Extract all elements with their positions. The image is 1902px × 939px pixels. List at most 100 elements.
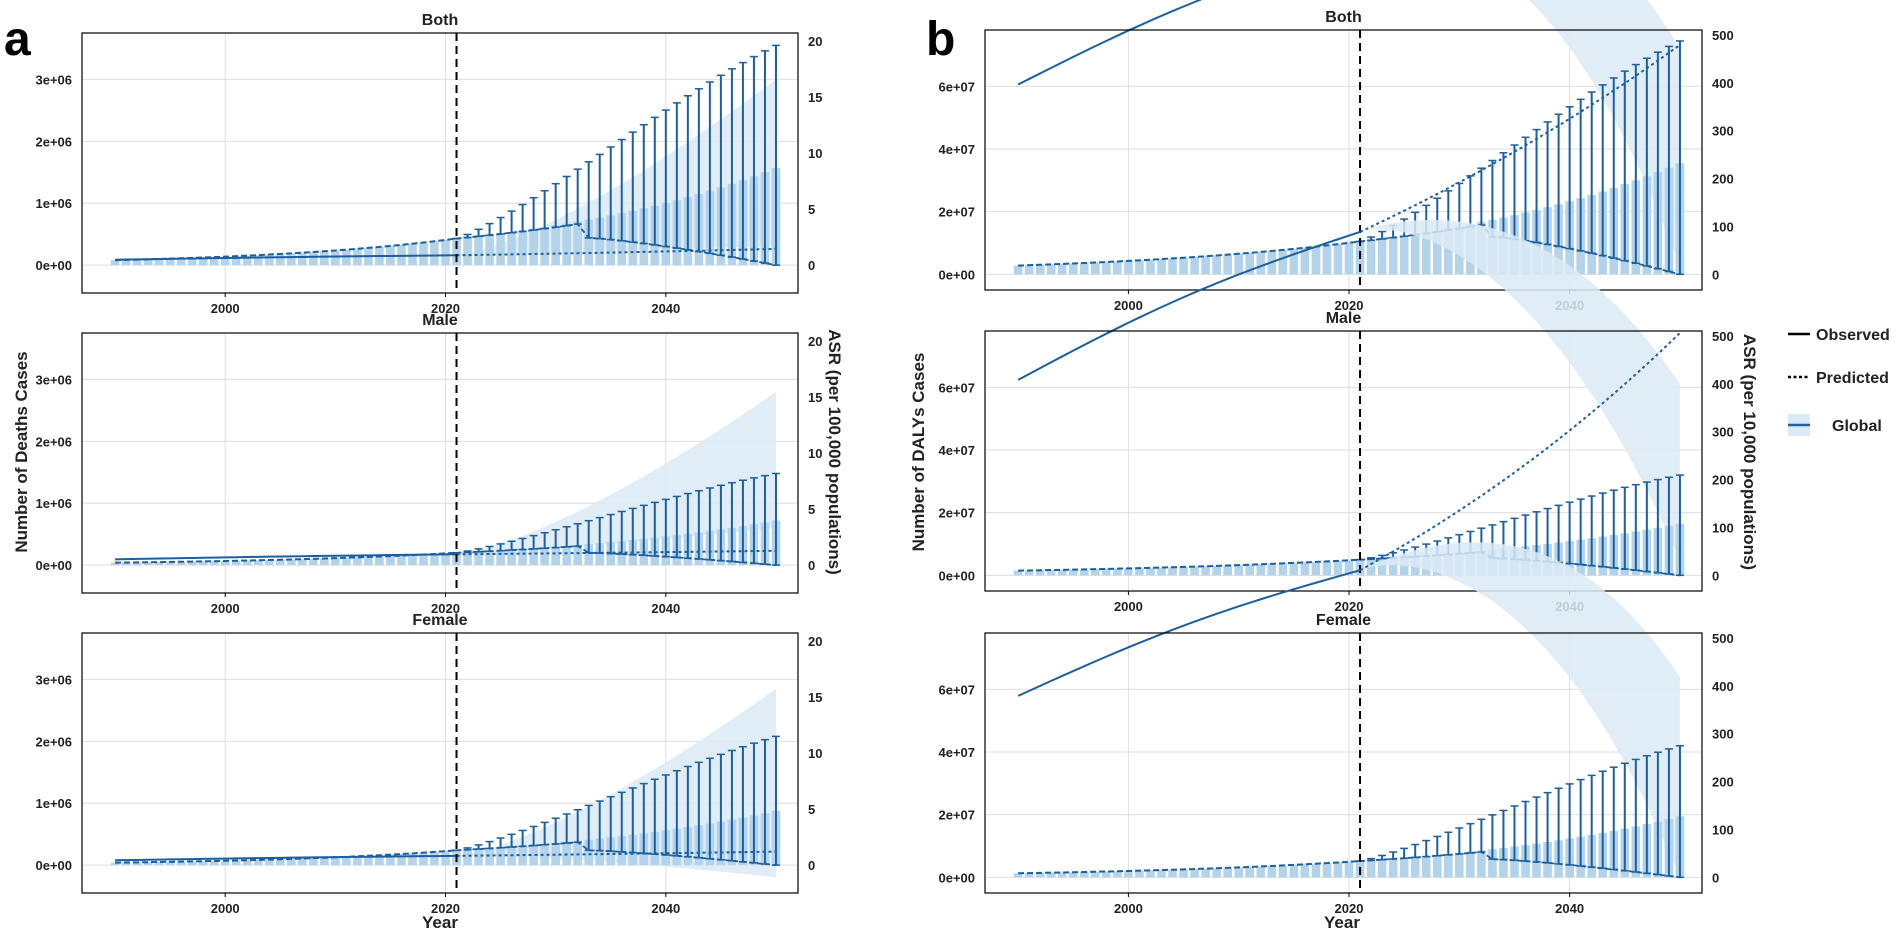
bar	[353, 856, 362, 866]
y2-tick-label: 15	[808, 390, 822, 405]
y2-tick-label: 100	[1712, 219, 1734, 234]
bar	[386, 854, 395, 866]
bar	[1388, 557, 1398, 576]
y-tick-label: 6e+07	[938, 380, 975, 395]
bar	[584, 219, 594, 266]
bar	[1267, 563, 1277, 576]
y2-tick-label: 10	[808, 446, 822, 461]
bar	[408, 555, 417, 566]
y2-tick-label: 0	[1712, 267, 1719, 282]
y-tick-label: 2e+07	[938, 506, 975, 521]
asr-predicted-line	[456, 247, 776, 257]
asr-predicted-line	[1359, 332, 1681, 572]
x-tick-label: 2020	[1335, 298, 1364, 313]
bar	[485, 234, 494, 266]
bar	[286, 253, 296, 266]
panel-b-subplot-female: Female 0e+00 2e+07 4e+07 6e+07 0 100 200 300 400 5…	[938, 332, 1734, 916]
bar	[1455, 852, 1464, 878]
bar	[1278, 249, 1288, 275]
x-tick-label: 2020	[1335, 599, 1364, 614]
bar	[551, 842, 560, 866]
y-tick-label: 0e+00	[35, 258, 72, 273]
bar	[518, 549, 527, 566]
asr-observed-line	[1017, 569, 1361, 697]
asr-predicted-line	[456, 549, 776, 556]
bar	[154, 258, 164, 266]
x-tick-label: 2000	[1114, 298, 1143, 313]
y2-tick-label: 10	[808, 746, 822, 761]
bar	[275, 253, 285, 266]
bar	[496, 233, 505, 266]
x-tick-label: 2020	[431, 301, 460, 316]
x-tick-label: 2040	[651, 901, 680, 916]
plot-frame	[81, 332, 799, 594]
x-tick-label: 2040	[651, 601, 680, 616]
bar	[1278, 865, 1288, 878]
bar	[474, 551, 483, 566]
cases-lower-bound-line	[456, 841, 777, 867]
bar	[1124, 260, 1133, 275]
bar	[540, 227, 549, 266]
bar	[1212, 565, 1221, 576]
bar	[1057, 569, 1067, 576]
subplot-title: Male	[422, 312, 458, 329]
bar	[132, 562, 142, 566]
bar	[1091, 569, 1100, 576]
panel-letter-b: b	[926, 13, 955, 66]
bar	[1035, 570, 1045, 576]
asr-observed-line	[115, 254, 457, 261]
y2-tick-label: 300	[1712, 727, 1734, 742]
y2-tick-label: 0	[808, 558, 815, 573]
bar	[1168, 869, 1177, 878]
bar	[1432, 854, 1442, 878]
y2-tick-label: 0	[1712, 870, 1719, 885]
bar	[1256, 866, 1266, 878]
bar	[198, 861, 208, 866]
bar	[1102, 568, 1111, 576]
bar	[430, 851, 439, 866]
y-tick-label: 0e+00	[938, 568, 975, 583]
bar	[1168, 258, 1177, 275]
y2-tick-label: 500	[1712, 329, 1734, 344]
x-tick-label: 2020	[431, 601, 460, 616]
y2-tick-label: 200	[1712, 473, 1734, 488]
plot-frame	[81, 32, 799, 294]
bar	[1212, 255, 1221, 275]
bar	[209, 257, 219, 266]
bar	[1333, 244, 1343, 275]
bar	[1245, 564, 1255, 576]
bar	[1443, 228, 1453, 275]
bar	[1179, 257, 1188, 275]
bar	[331, 558, 340, 566]
bar	[1135, 568, 1144, 576]
x-tick-label: 2000	[211, 601, 240, 616]
y2-tick-label: 300	[1712, 425, 1734, 440]
bar	[1421, 232, 1431, 275]
y-tick-label: 1e+06	[35, 496, 72, 511]
bar	[1091, 871, 1100, 878]
bar	[1057, 263, 1067, 275]
bar	[1410, 233, 1420, 275]
bar	[1399, 556, 1409, 576]
bar	[154, 862, 164, 866]
subplot-title: Both	[1325, 9, 1361, 26]
bar	[242, 560, 252, 566]
bar	[1124, 568, 1133, 576]
bar	[209, 561, 219, 566]
bar	[187, 561, 197, 566]
bar	[1223, 565, 1232, 576]
bar	[1366, 240, 1376, 275]
bar	[1333, 560, 1343, 576]
bar	[1190, 256, 1199, 275]
bar	[1289, 562, 1299, 576]
panel-a-y2-label: ASR (per 100,000 populations)	[825, 329, 844, 575]
bar	[1234, 253, 1244, 275]
y2-tick-label: 300	[1712, 124, 1734, 139]
bar	[176, 258, 186, 266]
bar	[1377, 238, 1387, 275]
bar	[584, 544, 594, 566]
bar	[419, 242, 428, 266]
bar	[286, 559, 296, 566]
bar	[1079, 569, 1089, 576]
y2-tick-label: 15	[808, 690, 822, 705]
